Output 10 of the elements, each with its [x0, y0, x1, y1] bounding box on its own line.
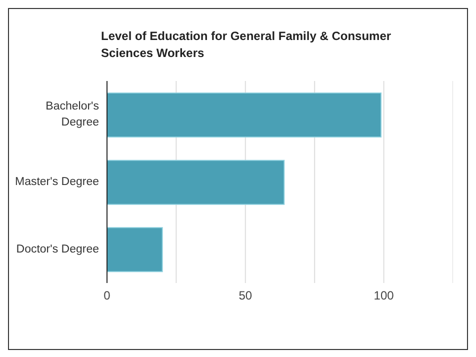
- y-tick-label: Doctor's Degree: [16, 243, 99, 256]
- y-tick-label: Bachelor's Degree: [46, 100, 100, 129]
- bar: [107, 227, 163, 272]
- y-tick-label: Master's Degree: [14, 176, 99, 188]
- x-tick-label: 0: [104, 288, 111, 303]
- x-tick-label: 100: [374, 288, 394, 303]
- x-tick-label: 50: [238, 288, 252, 303]
- bar: [107, 160, 285, 205]
- bar: [107, 92, 382, 138]
- chart-title: Level of Education for General Family & Consumer Sciences Workers: [101, 28, 392, 62]
